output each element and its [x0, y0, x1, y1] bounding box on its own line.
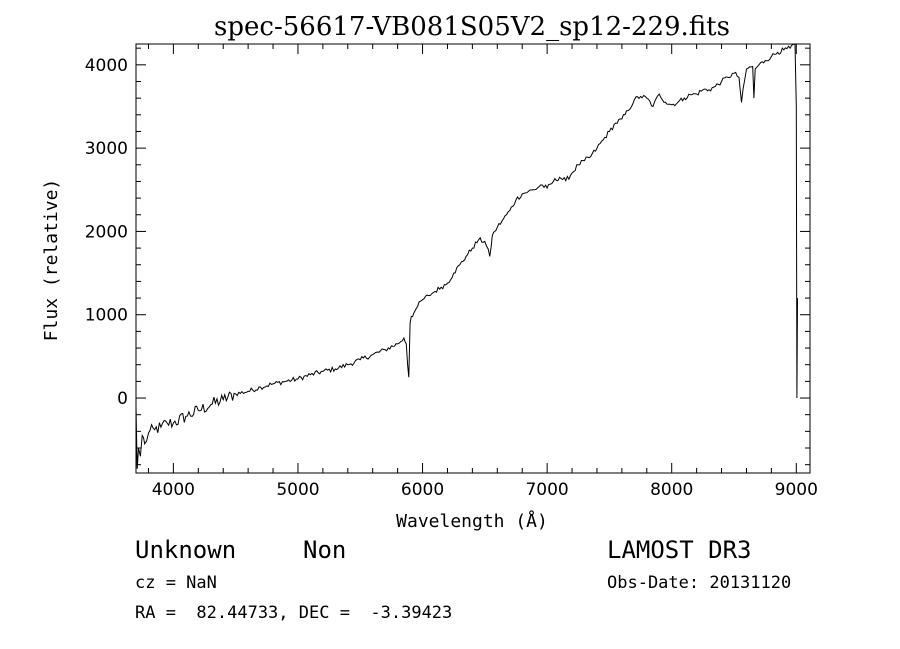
survey-name: LAMOST DR3 — [607, 536, 752, 564]
y-axis-label: Flux (relative) — [41, 179, 62, 342]
chart-title: spec-56617-VB081S05V2_sp12-229.fits — [214, 12, 730, 42]
x-tick-label: 5000 — [276, 480, 319, 500]
y-tick-label: 4000 — [85, 56, 128, 76]
x-tick-label: 9000 — [775, 480, 818, 500]
y-tick-label: 3000 — [85, 139, 128, 159]
flux-series-line — [135, 43, 798, 469]
observation-date: Obs-Date: 20131120 — [607, 573, 792, 593]
x-tick-label: 6000 — [401, 480, 444, 500]
y-tick-label: 1000 — [85, 306, 128, 326]
coordinates-readout: RA = 82.44733, DEC = -3.39423 — [135, 603, 453, 623]
tick-labels: 4000 5000 6000 7000 8000 9000 0 1000 2000 3000 400… — [85, 56, 818, 500]
x-tick-label: 7000 — [525, 480, 568, 500]
object-subclass: Non — [303, 536, 347, 564]
x-tick-label: 4000 — [152, 480, 195, 500]
y-tick-label: 0 — [117, 389, 128, 409]
y-tick-label: 2000 — [85, 222, 128, 242]
x-tick-label: 8000 — [650, 480, 693, 500]
axis-ticks — [136, 44, 810, 473]
redshift-readout: cz = NaN — [135, 573, 217, 593]
x-axis-label: Wavelength (Å) — [396, 510, 548, 532]
object-class: Unknown — [135, 536, 237, 564]
plot-frame — [135, 43, 811, 474]
